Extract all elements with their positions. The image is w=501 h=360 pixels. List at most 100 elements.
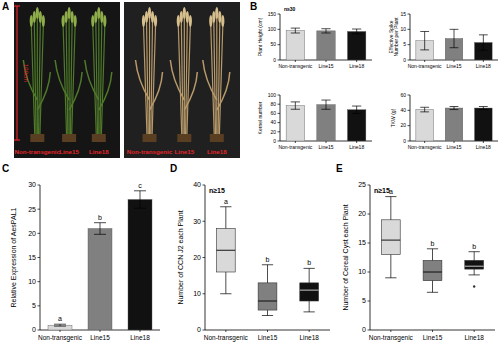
roots [92, 134, 106, 142]
error-bar [134, 191, 146, 208]
y-tick-label: 10 [400, 26, 406, 32]
y-tick [408, 60, 411, 61]
x-tick-label: Non-transgenic [369, 334, 414, 342]
bar [475, 108, 493, 141]
panel-label: E [336, 163, 343, 174]
photo-label: Line18 [207, 148, 227, 155]
y-tick [278, 131, 281, 132]
note: n≥15 [209, 187, 225, 194]
plant-spike [68, 7, 71, 19]
y-tick [203, 257, 206, 258]
bar [48, 325, 72, 330]
plant-stem [101, 26, 105, 140]
plant-spike [91, 15, 94, 27]
y-tick-label: 5 [403, 41, 406, 47]
plant-spike [103, 15, 106, 27]
error-bar [420, 31, 429, 49]
plant-stem [187, 26, 191, 140]
x-tick-label: Non-transgenic [278, 144, 312, 150]
whisker-cap [385, 277, 396, 278]
error-bar [94, 223, 106, 235]
scale-label: 100cm [23, 64, 29, 82]
error-bar [479, 107, 488, 110]
plant-stem [98, 18, 99, 140]
whisker-cap [427, 292, 438, 293]
plant-stem [147, 22, 149, 140]
plant-spike [218, 11, 221, 23]
median [423, 272, 442, 273]
plant-stem [72, 26, 76, 140]
bar [286, 31, 304, 60]
x-tick [295, 60, 296, 62]
significance-letter: c [138, 182, 142, 189]
plant-leaf [217, 72, 230, 110]
bar [317, 31, 335, 60]
box [381, 220, 400, 255]
y-tick-label: 150 [268, 11, 277, 17]
y-axis [370, 185, 371, 330]
y-tick-label: 25 [358, 181, 366, 188]
roots [177, 134, 191, 142]
y-tick [38, 185, 41, 186]
x-tick [356, 141, 357, 143]
whisker-cap [469, 251, 480, 252]
plant-spike [33, 11, 36, 23]
plant-leaf [99, 72, 112, 110]
whisker-cap [262, 264, 273, 265]
panel-label: C [2, 163, 9, 174]
y-tick-label: 40 [270, 119, 276, 125]
plant-leaf [203, 60, 217, 100]
significance-letter: b [472, 243, 476, 250]
y-axis-label: Relative Expression of AesPAL1 [10, 207, 18, 307]
photo-label: Line18 [89, 148, 109, 155]
y-axis-label: Effective SpikeNumber per Plant [388, 17, 400, 57]
plant-stem [181, 22, 183, 140]
x-tick-label: Line18 [349, 144, 364, 150]
y-tick-label: 0 [197, 326, 201, 333]
error-bar [450, 107, 459, 110]
x-tick [454, 60, 455, 62]
whisker-cap [262, 315, 273, 316]
y-tick [38, 233, 41, 234]
x-tick-label: Line18 [130, 334, 150, 341]
plant-stem [40, 26, 44, 140]
whisker-cap [220, 293, 231, 294]
roots [30, 134, 44, 142]
median [465, 266, 484, 267]
x-tick [326, 141, 327, 143]
photo-background [14, 2, 120, 158]
x-tick-label: Non-transgenic [38, 334, 83, 342]
y-tick [368, 214, 371, 215]
x-tick-label: Line15 [258, 334, 278, 341]
y-tick-label: 10 [358, 268, 366, 275]
y-axis-label: TKW (g) [390, 108, 396, 127]
y-tick-label: 25 [28, 206, 36, 213]
plant-spike [36, 7, 39, 19]
bar [128, 200, 152, 331]
photo-label: Non-transgenic [127, 148, 173, 155]
y-tick [38, 209, 41, 210]
chart: E0510152025Non-transgenicLine15Line18Num… [336, 163, 495, 342]
plant-spike [180, 11, 183, 23]
y-tick-label: 30 [193, 218, 201, 225]
y-tick [278, 141, 281, 142]
y-tick-label: 0 [403, 138, 406, 144]
error-bar [321, 100, 330, 109]
y-tick-label: 5 [362, 297, 366, 304]
x-tick [326, 60, 327, 62]
bar [347, 110, 365, 141]
plant-spike [148, 7, 151, 19]
y-tick [368, 243, 371, 244]
chart: D010203040Non-transgenicLine15Line18Numb… [170, 163, 330, 342]
plant-stem [152, 26, 156, 140]
plant-spike [177, 15, 180, 27]
x-tick [309, 330, 310, 332]
median [216, 250, 235, 251]
plant-spike [94, 11, 97, 23]
y-tick-label: 10 [28, 278, 36, 285]
whisker-cap [469, 274, 480, 275]
roots [62, 134, 76, 142]
y-tick-label: 20 [400, 122, 406, 128]
plant-spike [97, 7, 100, 19]
photo-background [124, 2, 240, 158]
